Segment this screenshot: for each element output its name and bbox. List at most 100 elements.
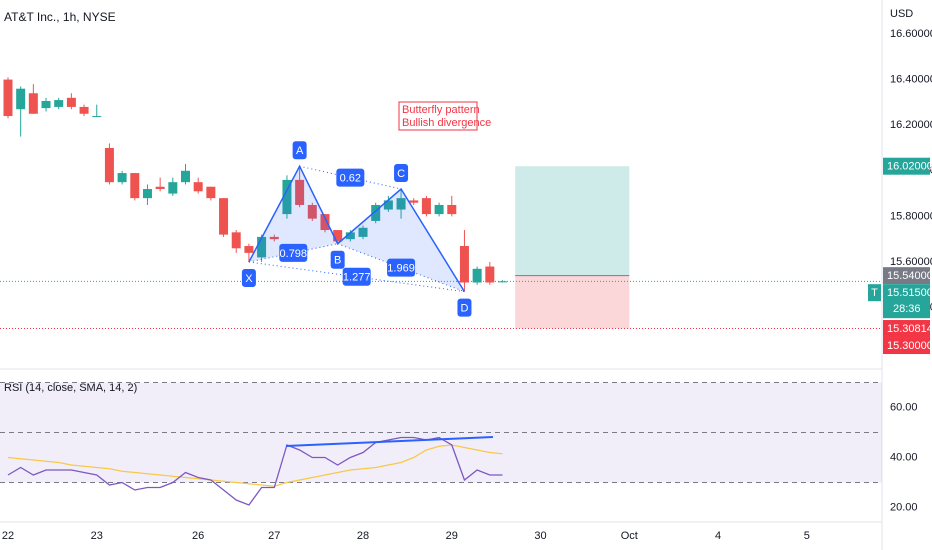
ratio-label: 1.277 — [343, 272, 371, 284]
candle-body — [320, 214, 330, 231]
plot-layer: 0.798 0.62 1.277 1.969 X A B C D — [0, 77, 882, 506]
y-tick-label: 15.60000 — [890, 256, 932, 268]
candle-body — [79, 106, 89, 114]
y-tick-label: 40.00 — [890, 451, 918, 463]
candle-body — [16, 88, 26, 110]
y-tick-label: 15.80000 — [890, 210, 932, 222]
ratio-badge — [336, 168, 365, 187]
candle-body — [459, 246, 469, 283]
x-tick-label: 4 — [715, 530, 721, 542]
candle-body — [307, 204, 317, 219]
divergence-line — [285, 436, 494, 447]
price-label: 15.51500 — [887, 287, 932, 299]
candle-body — [383, 200, 393, 210]
x-tick-label: 5 — [804, 530, 810, 542]
candle-body — [66, 97, 76, 107]
pattern-point-label: B — [334, 255, 341, 267]
candle-body — [193, 182, 203, 192]
pattern-point-label: X — [245, 273, 253, 285]
price-label-box — [883, 284, 930, 319]
candle-body — [206, 186, 216, 199]
ratio-label: 0.798 — [280, 248, 308, 260]
ratio-line — [337, 243, 465, 293]
candle-body — [409, 200, 419, 203]
symbol-badge: T — [871, 287, 878, 299]
ratio-label: 0.62 — [340, 173, 361, 185]
ratio-badge — [387, 258, 416, 277]
pattern-triangle — [248, 166, 338, 262]
pattern-triangle — [337, 189, 465, 292]
currency: USD — [890, 8, 913, 20]
candle-body — [345, 232, 355, 240]
candle-body — [269, 236, 279, 240]
y-tick-label: 20.00 — [890, 501, 918, 513]
rsi-title: RSI (14, close, SMA, 14, 2) — [4, 382, 137, 394]
y-tick-label: 60.00 — [890, 401, 918, 413]
candle-body — [295, 179, 305, 205]
price-label-box — [883, 337, 930, 355]
candle-body — [421, 198, 431, 215]
x-tick-label: 30 — [534, 530, 546, 542]
candle-body — [3, 79, 13, 117]
y-tick-label: 16.40000 — [890, 73, 932, 85]
candle-body — [168, 182, 178, 194]
pattern-point-label: C — [397, 168, 405, 180]
annotation: Bullish divergence — [402, 117, 491, 129]
chart-title: AT&T Inc., 1h, NYSE — [4, 10, 116, 24]
candle-body — [358, 227, 368, 237]
candle-body — [231, 232, 241, 249]
candle-body — [155, 186, 165, 190]
pattern-point-badge — [241, 268, 256, 287]
candle-body — [434, 204, 444, 215]
price-label: 16.02000 — [887, 161, 932, 173]
candle-body — [333, 230, 343, 242]
candle-body — [472, 268, 482, 283]
candle-body — [219, 198, 229, 235]
y-tick-label: 16.60000 — [890, 28, 932, 40]
annotation-box — [398, 101, 478, 131]
rsi-line — [7, 444, 503, 487]
price-label: 15.30000 — [887, 340, 932, 352]
candle-body — [181, 170, 191, 183]
x-tick-label: 26 — [192, 530, 204, 542]
x-tick-label: 22 — [2, 530, 14, 542]
price-label: 15.30814 — [887, 323, 932, 335]
candle-body — [130, 173, 140, 199]
annotation: Butterfly pattern — [402, 104, 480, 116]
price-label: 15.54000 — [887, 270, 932, 282]
target-zone — [515, 166, 630, 276]
rsi-line — [7, 436, 503, 506]
x-tick-label: 27 — [268, 530, 280, 542]
candle-body — [371, 204, 381, 221]
candle-body — [485, 266, 495, 283]
price-label-box — [883, 267, 930, 285]
x-tick-label: Oct — [621, 530, 638, 542]
countdown: 28:36 — [893, 303, 921, 315]
pattern-point-label: D — [460, 303, 468, 315]
candle-body — [142, 189, 152, 199]
ratio-label: 1.969 — [387, 263, 415, 275]
x-tick-label: 29 — [446, 530, 458, 542]
candle-body — [41, 101, 51, 109]
x-tick-label: 28 — [357, 530, 369, 542]
candle-body — [117, 173, 127, 183]
candle-body — [497, 281, 507, 283]
x-tick-label: 23 — [91, 530, 103, 542]
pattern-point-label: A — [296, 145, 304, 157]
ratio-badge — [279, 243, 308, 262]
y-tick-label: 16.20000 — [890, 119, 932, 131]
candle-body — [447, 204, 457, 215]
candle-body — [28, 93, 38, 114]
candle-body — [54, 100, 64, 107]
ratio-badge — [342, 267, 371, 286]
price-label-box — [883, 157, 930, 175]
pattern-point-badge — [330, 250, 345, 269]
candle-body — [92, 116, 102, 118]
price-label-box — [883, 320, 930, 338]
candle-body — [244, 246, 254, 253]
pattern-point-badge — [292, 141, 307, 160]
candle-body — [257, 236, 267, 258]
pattern-point-badge — [457, 298, 472, 317]
